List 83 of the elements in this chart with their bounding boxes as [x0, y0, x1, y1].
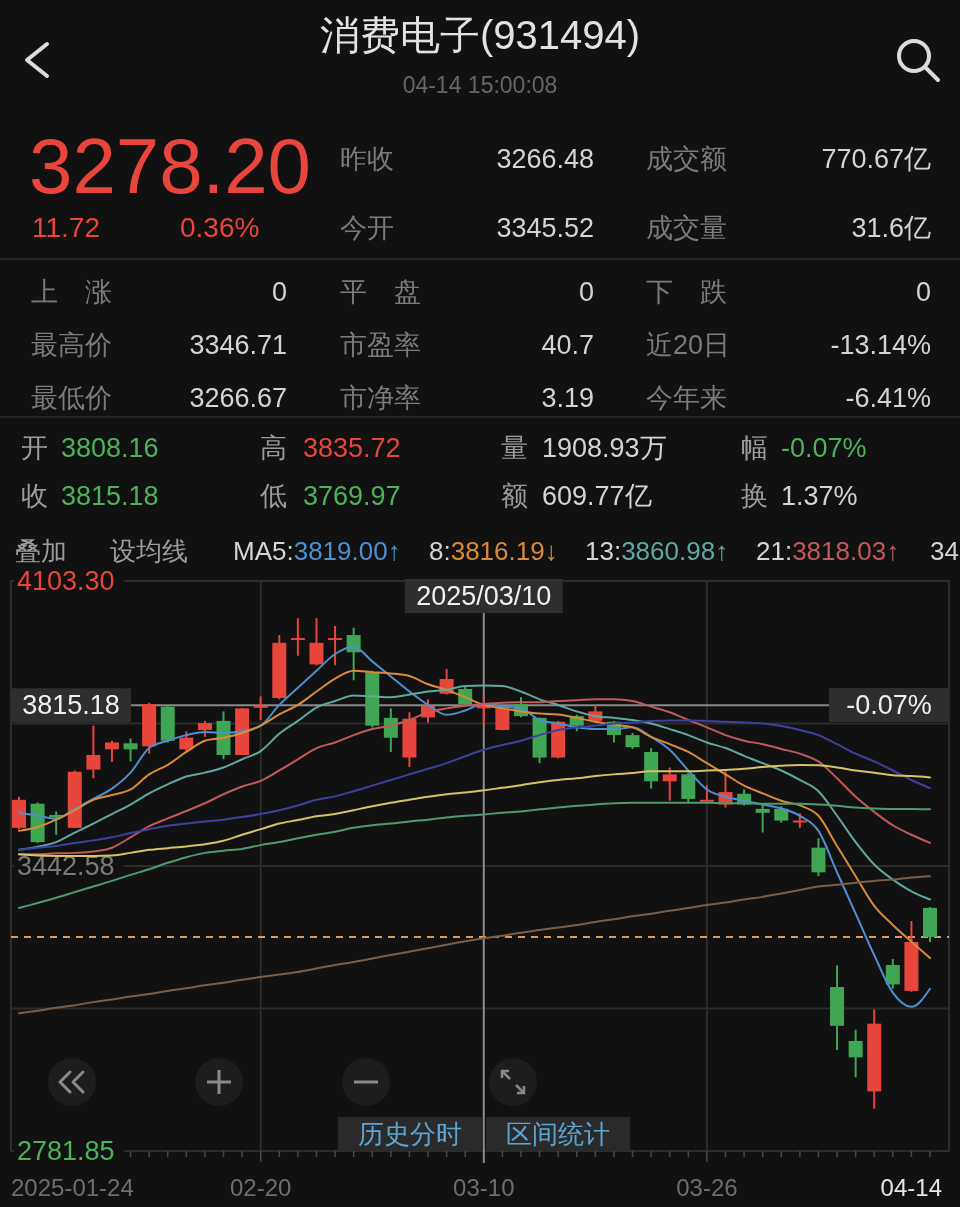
line-series: [18, 875, 931, 1015]
candlestick: [662, 766, 677, 802]
x-tick-label: 03-10: [453, 1174, 515, 1201]
text: 市盈率: [340, 330, 421, 360]
text: 昨收: [340, 144, 394, 174]
text: -6.41%: [845, 383, 931, 413]
line-series: [18, 763, 931, 857]
line-series: [18, 669, 931, 960]
chart-title: 消费电子(931494): [319, 13, 641, 57]
text: 3345.52: [496, 213, 594, 243]
text: 开: [21, 433, 48, 463]
text: 770.67亿: [821, 144, 931, 174]
candlestick: [179, 730, 194, 753]
candlestick: [309, 617, 324, 667]
text: 高: [260, 433, 287, 463]
text: 3815.18: [61, 481, 159, 511]
candlestick: [86, 724, 101, 780]
text: 1.37%: [781, 481, 858, 511]
candlestick: [290, 617, 305, 657]
candlestick: [848, 1028, 863, 1079]
text: 34: [930, 536, 959, 566]
candlestick: [104, 739, 119, 763]
x-tick-label: 02-20: [230, 1174, 292, 1201]
text: 1908.93万: [542, 433, 667, 463]
candlestick: [383, 707, 398, 753]
annotation: 区间统计: [506, 1119, 610, 1149]
text: 3266.67: [189, 383, 287, 413]
text: 成交额: [646, 144, 727, 174]
text: -0.07%: [781, 433, 867, 463]
text: 换: [741, 481, 768, 511]
text: 3808.16: [61, 433, 159, 463]
text: 31.6亿: [851, 213, 931, 243]
text: 8:3816.19↓: [429, 536, 558, 566]
text: 21:3818.03↑: [756, 536, 900, 566]
text: 上 涨: [31, 277, 112, 307]
annotation: -0.07%: [846, 690, 932, 720]
text: 叠加: [15, 536, 67, 566]
y-tick-label: 2781.85: [17, 1136, 115, 1166]
text: 低: [260, 481, 287, 511]
text: 3266.48: [496, 144, 594, 174]
text: 3346.71: [189, 330, 287, 360]
text: 3835.72: [303, 433, 401, 463]
text: 04-14: [880, 1174, 942, 1201]
text: 额: [501, 481, 528, 511]
text: 0: [271, 277, 287, 307]
text: 今开: [340, 213, 394, 243]
text: 收: [21, 481, 48, 511]
text: 量: [501, 433, 528, 463]
text: 近20日: [646, 330, 731, 360]
text: 0: [578, 277, 594, 307]
candlestick: [253, 695, 268, 722]
text: 幅: [741, 433, 768, 463]
candlestick: [755, 803, 770, 834]
candlestick: [885, 957, 900, 990]
ref-line-label: 2025/03/10: [416, 581, 552, 611]
chart-subtitle: 04-14 15:00:08: [402, 72, 558, 98]
ref-line-label: 3815.18: [22, 690, 120, 721]
text: 今年来: [646, 383, 727, 413]
text: 3278.20: [29, 122, 311, 210]
y-tick-label: 4103.30: [17, 566, 115, 596]
text: 市净率: [340, 383, 421, 413]
x-tick-label: 03-26: [676, 1174, 738, 1201]
text: 成交量: [646, 213, 727, 243]
text: 2025-01-24: [11, 1174, 134, 1201]
text: 3769.97: [303, 481, 401, 511]
text: 平 盘: [340, 277, 421, 307]
candlestick: [328, 624, 343, 667]
text: 40.7: [541, 330, 594, 360]
text: 最低价: [31, 383, 112, 413]
text: 3.19: [541, 383, 594, 413]
text: 13:3860.98↑: [585, 536, 729, 566]
text: 0.36%: [180, 212, 260, 243]
annotation: 历史分时: [358, 1119, 462, 1149]
text: 最高价: [31, 330, 112, 360]
y-tick-label: 3442.58: [17, 851, 115, 881]
text: 下 跌: [646, 277, 727, 307]
text: 设均线: [110, 536, 188, 566]
text: 0: [915, 277, 931, 307]
text: 11.72: [32, 212, 100, 243]
text: -13.14%: [830, 330, 931, 360]
text: MA5:3819.00↑: [233, 536, 401, 566]
candlestick: [123, 737, 138, 763]
text: 609.77亿: [542, 481, 652, 511]
